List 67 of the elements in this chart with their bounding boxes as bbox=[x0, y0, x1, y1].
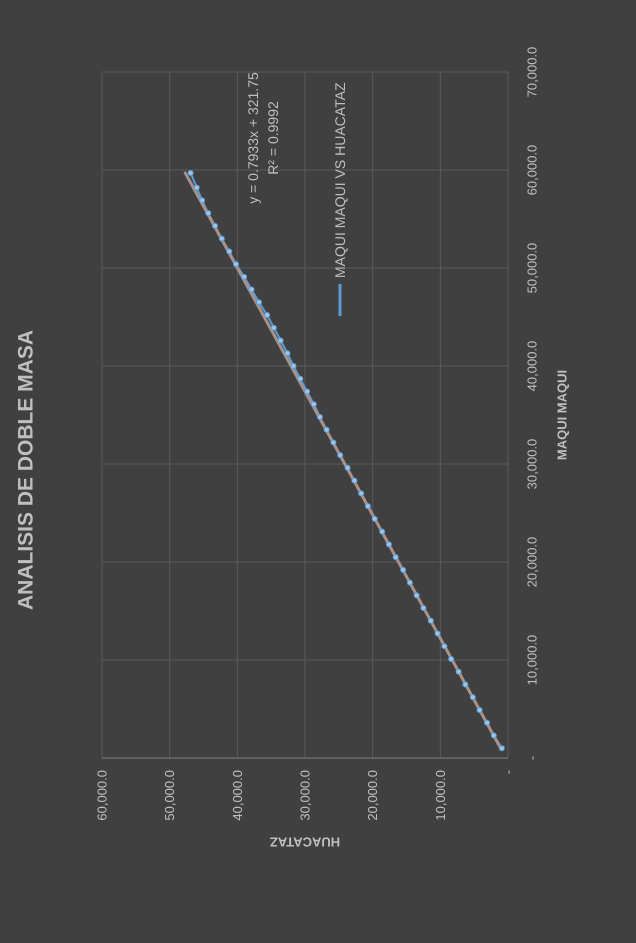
point bbox=[351, 478, 358, 484]
y-tick-label: 30,000.0 bbox=[524, 438, 540, 490]
point bbox=[476, 706, 483, 713]
x-tick-label: - bbox=[500, 770, 516, 774]
point bbox=[386, 541, 392, 548]
point bbox=[188, 170, 194, 176]
y-axis-title: MAQUI MAQUI bbox=[554, 370, 570, 460]
y-tick-label: 20,000.0 bbox=[524, 536, 540, 588]
point bbox=[241, 274, 248, 280]
point bbox=[205, 210, 212, 216]
point bbox=[379, 528, 386, 535]
point bbox=[232, 261, 239, 268]
point bbox=[406, 580, 413, 586]
x-tick-label: 30,000.0 bbox=[298, 770, 312, 821]
y-tick-label: 60,000.0 bbox=[524, 144, 540, 196]
x-tick-label: 50,000.0 bbox=[162, 770, 178, 821]
point bbox=[218, 236, 225, 242]
text: MAQUI MAQUI VS HUACATAZ bbox=[332, 82, 348, 278]
point bbox=[316, 414, 323, 420]
point bbox=[270, 324, 277, 331]
y-tick-label: 40,000.0 bbox=[524, 340, 540, 392]
point bbox=[400, 566, 406, 573]
point bbox=[414, 592, 420, 598]
point bbox=[278, 338, 284, 344]
x-axis-title: HUACATAZ bbox=[270, 834, 340, 850]
x-tick-label: 40,000.0 bbox=[230, 770, 245, 821]
point bbox=[256, 299, 262, 306]
text: ANALISIS DE DOBLE MASA bbox=[14, 330, 38, 610]
point bbox=[484, 720, 490, 726]
x-tick-label: 60,000.0 bbox=[94, 770, 110, 821]
y-tick-label: 10,000.0 bbox=[524, 634, 540, 686]
y-tick-label: 70,000.0 bbox=[524, 46, 540, 98]
y-tick-label: - bbox=[524, 756, 540, 760]
point bbox=[372, 516, 378, 522]
point bbox=[226, 248, 232, 254]
point bbox=[310, 401, 317, 408]
point bbox=[324, 426, 330, 433]
point bbox=[304, 388, 310, 394]
point bbox=[212, 222, 218, 229]
point bbox=[344, 464, 351, 471]
point bbox=[337, 452, 344, 458]
annotation: y = 0.7933x + 321.75 bbox=[245, 72, 261, 204]
point bbox=[490, 732, 497, 738]
point bbox=[248, 286, 255, 293]
point bbox=[284, 350, 290, 356]
point bbox=[441, 643, 448, 650]
point bbox=[392, 554, 399, 560]
point bbox=[470, 694, 476, 700]
point bbox=[358, 490, 364, 496]
point bbox=[264, 312, 270, 318]
point bbox=[290, 363, 296, 369]
point bbox=[199, 197, 206, 204]
point bbox=[434, 630, 441, 637]
point bbox=[330, 439, 336, 446]
point bbox=[462, 682, 468, 688]
point bbox=[448, 656, 454, 662]
x-tick-label: 20,000.0 bbox=[365, 770, 380, 821]
y-tick-label: 50,000.0 bbox=[524, 242, 540, 294]
point bbox=[420, 605, 426, 612]
point bbox=[364, 503, 371, 510]
annotation: R² = 0.9992 bbox=[265, 101, 281, 175]
point bbox=[194, 184, 200, 191]
point bbox=[498, 745, 505, 752]
x-tick-label: 10,000.0 bbox=[432, 770, 448, 821]
point bbox=[297, 376, 304, 382]
point bbox=[428, 618, 434, 624]
point bbox=[456, 668, 462, 675]
